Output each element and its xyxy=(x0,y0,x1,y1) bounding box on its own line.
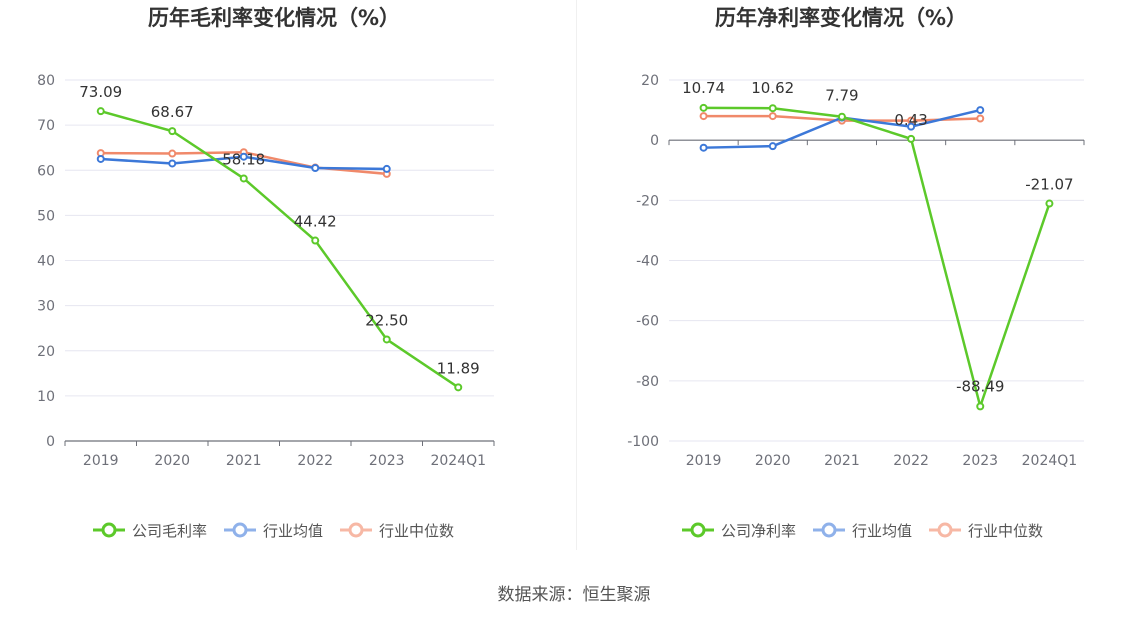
industry-median-series-point xyxy=(768,112,777,121)
x-tick-label: 2021 xyxy=(226,453,262,469)
company-series-point xyxy=(976,402,985,411)
y-tick-label: -60 xyxy=(636,314,659,330)
y-tick-label: 50 xyxy=(37,208,55,224)
industry-average-series-point xyxy=(168,159,177,168)
legend-line-circle-icon xyxy=(813,522,846,538)
legend-label: 行业均值 xyxy=(852,521,913,540)
data-source-note: 数据来源：恒生聚源 xyxy=(497,585,651,605)
y-tick-label: 0 xyxy=(46,434,55,450)
y-tick-label: 60 xyxy=(37,163,55,179)
y-tick-label: 80 xyxy=(37,73,55,89)
industry-average-series-point xyxy=(382,164,391,173)
x-tick-label: 2024Q1 xyxy=(430,453,486,469)
industry-average-series-point xyxy=(96,154,105,163)
industry-average-series-point xyxy=(311,163,320,172)
net-margin-chart: -100 -80 -60 -40 -20 0 20 2019 2020 2021 2022 2023 2… xyxy=(627,73,1085,469)
company-series-point xyxy=(768,104,777,113)
y-tick-label: -100 xyxy=(627,434,659,450)
y-tick-label: -20 xyxy=(636,193,659,209)
company-series-point xyxy=(837,112,846,121)
y-tick-label: 70 xyxy=(37,118,55,134)
data-label: 73.09 xyxy=(79,83,122,101)
x-tick-label: 2024Q1 xyxy=(1022,453,1078,469)
x-tick-label: 2023 xyxy=(369,453,405,469)
y-tick-label: 30 xyxy=(37,299,55,315)
data-label: 22.50 xyxy=(365,311,408,329)
data-label: 10.74 xyxy=(682,79,725,97)
industry-average-series-point xyxy=(976,106,985,115)
legend-label: 行业中位数 xyxy=(968,521,1044,540)
x-tick-label: 2021 xyxy=(824,453,860,469)
legend-item-industry-average[interactable]: 行业均值 xyxy=(223,518,323,542)
legend-line-circle-icon xyxy=(224,522,257,538)
gross-margin-chart: 0 10 20 30 40 50 60 70 80 2019 2020 2021 2022 2023 202… xyxy=(37,73,495,469)
company-series-point xyxy=(239,174,248,183)
company-series-point xyxy=(699,103,708,112)
x-tick-label: 2020 xyxy=(154,453,190,469)
net-margin-chart-panel: 历年净利率变化情况（%） -100 -80 -60 -40 -20 0 20 2019 2020… xyxy=(577,0,1148,560)
gross-margin-chart-panel: 历年毛利率变化情况（%） 0 10 20 30 40 50 60 70 80 2019 2020 20… xyxy=(0,0,576,560)
industry-average-series-point xyxy=(699,143,708,152)
y-tick-label: -40 xyxy=(636,254,659,270)
company-series-line xyxy=(703,106,1051,408)
legend-label: 行业均值 xyxy=(263,521,324,540)
data-label: -88.49 xyxy=(956,377,1004,395)
company-series-point xyxy=(454,383,463,392)
y-tick-label: -80 xyxy=(636,374,659,390)
legend-item-industry-median[interactable]: 行业中位数 xyxy=(928,518,1043,542)
y-tick-label: 40 xyxy=(37,254,55,270)
y-tick-label: 20 xyxy=(37,344,55,360)
industry-average-series-point xyxy=(768,142,777,151)
legend-label: 公司毛利率 xyxy=(132,521,208,540)
legend-item-company[interactable]: 公司毛利率 xyxy=(92,518,207,542)
legend-item-company[interactable]: 公司净利率 xyxy=(681,518,796,542)
data-label: 44.42 xyxy=(294,213,337,231)
legend-label: 行业中位数 xyxy=(379,521,455,540)
data-label: -21.07 xyxy=(1025,176,1073,194)
company-series-point xyxy=(1045,199,1054,208)
chart-title: 历年净利率变化情况（%） xyxy=(714,6,968,30)
legend-line-circle-icon xyxy=(682,522,714,538)
chart-legend: 公司净利率 行业均值 行业中位数 xyxy=(681,518,1059,542)
legend-item-industry-median[interactable]: 行业中位数 xyxy=(339,518,454,542)
y-tick-label: 20 xyxy=(641,73,659,89)
legend-line-circle-icon xyxy=(93,522,125,538)
x-tick-label: 2022 xyxy=(893,453,929,469)
legend-item-industry-average[interactable]: 行业均值 xyxy=(812,518,912,542)
y-tick-label: 10 xyxy=(37,389,55,405)
chart-legend: 公司毛利率 行业均值 行业中位数 xyxy=(92,518,470,542)
data-label: 11.89 xyxy=(437,359,480,377)
x-tick-label: 2019 xyxy=(686,453,722,469)
chart-title: 历年毛利率变化情况（%） xyxy=(147,6,401,30)
panel-divider xyxy=(576,0,577,550)
legend-line-circle-icon xyxy=(340,522,373,538)
industry-median-series-point xyxy=(699,112,708,121)
company-series-point xyxy=(382,335,391,344)
data-label: 7.79 xyxy=(825,87,858,105)
industry-average-series-point xyxy=(907,122,916,131)
company-series-point xyxy=(96,107,105,116)
y-tick-label: 0 xyxy=(650,133,659,149)
legend-line-circle-icon xyxy=(929,522,962,538)
industry-median-series-point xyxy=(976,114,985,123)
x-tick-label: 2019 xyxy=(83,453,119,469)
data-label: 10.62 xyxy=(751,79,794,97)
industry-average-series-point xyxy=(239,152,248,161)
x-tick-label: 2023 xyxy=(962,453,998,469)
company-series-line xyxy=(100,109,459,389)
company-series-point xyxy=(311,236,320,245)
data-label: 0.43 xyxy=(894,111,927,129)
legend-label: 公司净利率 xyxy=(721,521,797,540)
data-label: 68.67 xyxy=(151,103,194,121)
x-tick-label: 2020 xyxy=(755,453,791,469)
company-series-point xyxy=(168,127,177,136)
company-series-point xyxy=(907,134,916,143)
industry-median-series-point xyxy=(168,149,177,158)
x-tick-label: 2022 xyxy=(297,453,333,469)
data-label: 58.18 xyxy=(222,150,265,168)
